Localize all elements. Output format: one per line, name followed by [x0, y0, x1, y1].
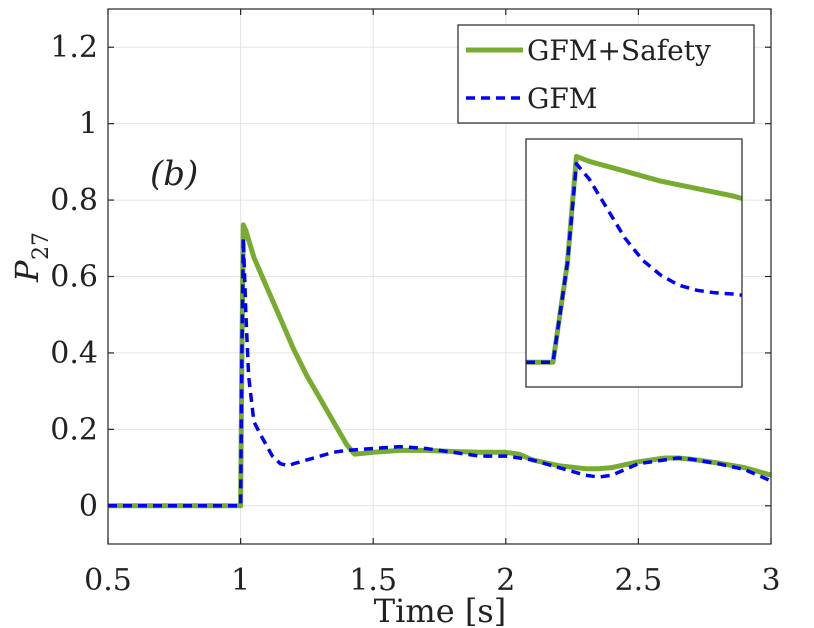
series-line-gfm [108, 236, 772, 508]
inset-frame [525, 138, 743, 388]
x-axis-label: Time [s] [374, 592, 506, 628]
x-tick-label: 0.5 [84, 563, 132, 598]
tick-layer: 0.5 1 1.5 2 2.5 3 0 0.2 0.4 0.6 0.8 1 1.2 [50, 9, 781, 598]
y-tick-label: 0.8 [50, 183, 98, 218]
y-tick-label: 0 [79, 489, 98, 524]
legend: GFM+Safety GFM [457, 24, 755, 124]
x-tick-label: 2.5 [615, 563, 663, 598]
panel-label: (b) [150, 154, 198, 194]
legend-box [457, 24, 755, 124]
y-tick-label: 1.2 [50, 30, 98, 65]
legend-label-gfm: GFM [527, 82, 597, 115]
y-tick-label: 0.6 [50, 260, 98, 295]
x-tick-label: 1.5 [349, 563, 397, 598]
inset-series-line-gfm [526, 162, 743, 364]
y-tick-label: 1 [79, 107, 98, 142]
inset-background [526, 139, 742, 387]
y-tick-label: 0.2 [50, 412, 98, 447]
x-tick-label: 2 [496, 563, 515, 598]
x-tick-label: 1 [231, 563, 250, 598]
inset-series-layer [526, 153, 743, 365]
y-tick-label: 0.4 [50, 336, 98, 371]
y-axis-label-subscript: 27 [29, 232, 54, 260]
legend-label-gfm-safety: GFM+Safety [527, 34, 711, 67]
y-axis-label: P 27 [8, 232, 54, 283]
x-tick-label: 3 [761, 563, 780, 598]
y-axis-label-main: P [8, 260, 46, 283]
series-line-gfm-safety [108, 222, 772, 509]
series-layer [108, 222, 772, 509]
inset-plot [525, 138, 743, 388]
